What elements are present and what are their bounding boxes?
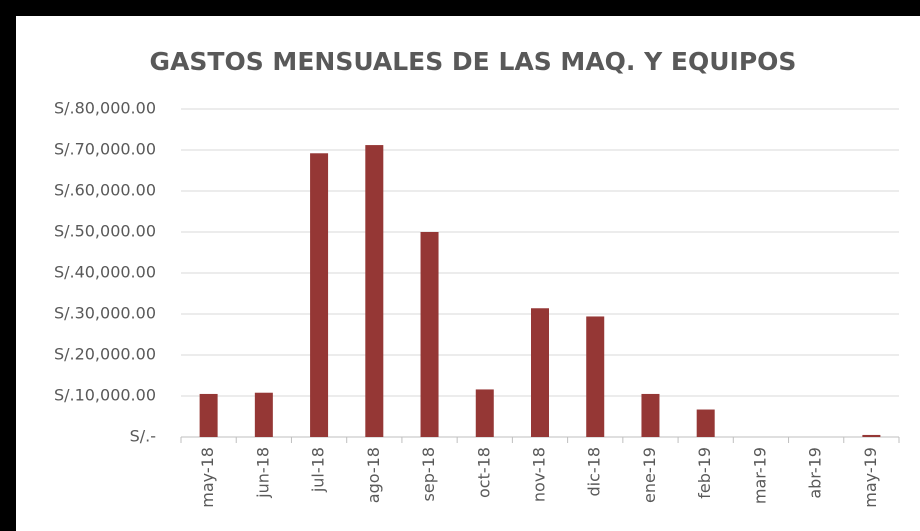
bar: [420, 232, 439, 437]
x-tick-label: jul-18: [309, 447, 328, 493]
chart-title: GASTOS MENSUALES DE LAS MAQ. Y EQUIPOS: [150, 47, 797, 76]
bar: [696, 409, 715, 437]
x-tick-label: abr-19: [806, 447, 825, 499]
y-tick-label: S/.30,000.00: [54, 304, 156, 323]
y-tick-label: S/.40,000.00: [54, 263, 156, 282]
x-tick-label: mar-19: [750, 447, 769, 504]
bar: [586, 316, 605, 437]
bar: [254, 392, 273, 437]
x-tick-label: feb-19: [695, 447, 714, 499]
x-tick-label: ene-19: [640, 447, 659, 503]
x-tick-label: sep-18: [419, 447, 438, 501]
x-tick-label: oct-18: [474, 447, 493, 498]
x-tick-label: jun-18: [253, 447, 272, 499]
bar: [862, 434, 881, 437]
bar: [475, 389, 494, 437]
x-tick-label: dic-18: [585, 447, 604, 497]
bar: [531, 308, 549, 437]
y-tick-label: S/.50,000.00: [54, 222, 156, 241]
y-tick-label: S/.-: [130, 427, 156, 446]
y-tick-label: S/.10,000.00: [54, 386, 156, 405]
x-tick-label: may-18: [198, 447, 217, 508]
bar: [641, 393, 660, 437]
y-tick-label: S/.20,000.00: [54, 345, 156, 364]
y-tick-label: S/.80,000.00: [54, 99, 156, 118]
y-tick-label: S/.70,000.00: [54, 140, 156, 159]
bar: [365, 145, 384, 437]
x-tick-label: ago-18: [364, 447, 383, 503]
y-tick-label: S/.60,000.00: [54, 181, 156, 200]
bar: [310, 153, 329, 437]
x-tick-label: nov-18: [530, 447, 549, 502]
x-tick-label: may-19: [861, 447, 880, 508]
bar: [199, 393, 218, 437]
